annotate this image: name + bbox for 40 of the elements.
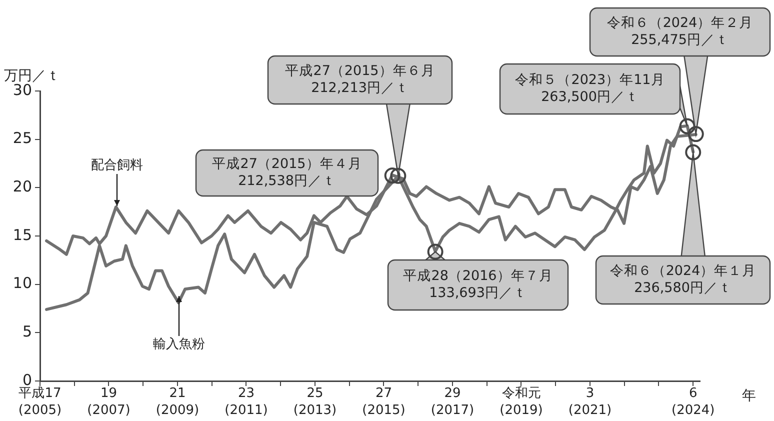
- text: 25: [306, 386, 324, 401]
- point: [390, 168, 406, 184]
- x-tick-label: (2005): [18, 403, 62, 418]
- point: [427, 244, 444, 260]
- annotation: 令和５（2023）年11月 263,500円／ｔ: [515, 72, 665, 105]
- annotation: 平成27（2015）年４月 212,538円／ｔ: [212, 156, 362, 189]
- y-tick-label: 20: [12, 178, 32, 196]
- text: 3: [586, 386, 594, 401]
- y-tick-label: 5: [22, 322, 32, 341]
- point: [384, 168, 400, 184]
- point: [685, 144, 702, 160]
- text: 29: [444, 386, 461, 401]
- text: 19: [100, 386, 118, 401]
- text: 6: [688, 386, 698, 401]
- annotation: 平成27（2015）年６月 212,213円／ｔ: [285, 63, 435, 96]
- text: 平成17: [18, 386, 62, 401]
- text: 21: [169, 386, 186, 401]
- annotation: 令和６（2024）年１月 236,580円／ｔ: [610, 263, 756, 296]
- text: 23: [238, 386, 255, 401]
- y-tick-label: 25: [12, 129, 32, 148]
- y-tick-label: 15: [12, 226, 32, 244]
- text: 輸入魚粉: [153, 336, 205, 352]
- x-tick-label: (2011): [224, 403, 268, 418]
- x-tick-label: (2021): [568, 403, 612, 418]
- x-tick-label: (2024): [672, 403, 715, 418]
- x-tick-label: (2013): [293, 403, 337, 418]
- point: [679, 118, 696, 134]
- text: 配合飼料: [91, 158, 143, 173]
- x-tick-label: (2015): [362, 403, 406, 418]
- y-tick-label: 10: [12, 274, 32, 292]
- x-tick-label: (2019): [500, 403, 543, 418]
- x-tick-label: (2017): [430, 403, 474, 418]
- annotation: 平成28（2016）年７月 133,693円／ｔ: [403, 268, 553, 301]
- annotation: 令和６（2024）年２月 255,475円／ｔ: [606, 15, 754, 48]
- point: [688, 126, 704, 142]
- text: 令和元: [502, 386, 541, 401]
- x-axis-title: 年: [742, 388, 756, 404]
- x-tick-label: (2007): [87, 403, 130, 418]
- x-tick-label: (2009): [156, 403, 200, 418]
- text: 27: [375, 386, 392, 401]
